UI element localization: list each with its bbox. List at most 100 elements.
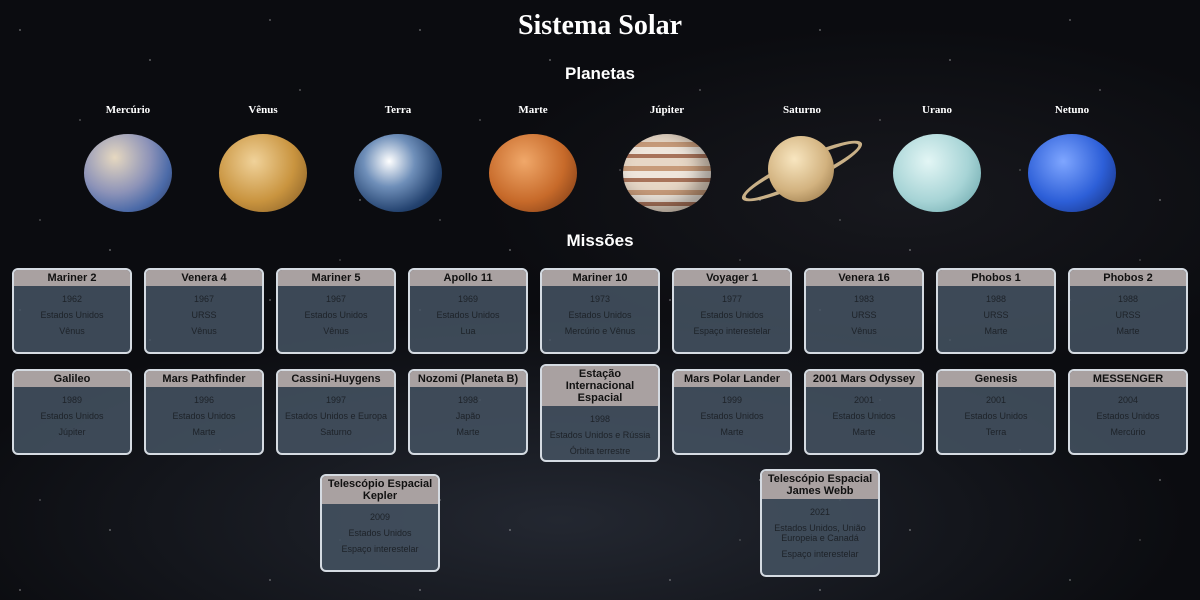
mission-year: 2021 [809,507,831,517]
mission-target: Espaço interestelar [693,326,771,336]
planet-name: Saturno [783,104,821,116]
mars-icon [489,134,577,212]
mission-card[interactable]: Genesis 2001 Estados Unidos Terra [936,369,1056,455]
mission-name: MESSENGER [1070,371,1186,387]
planet-neptune[interactable]: Netuno [1012,104,1132,212]
mission-country: Japão [455,411,481,421]
mission-name: Venera 16 [806,270,922,286]
mission-card[interactable]: Telescópio Espacial James Webb 2021 Esta… [760,469,880,577]
mission-country: Estados Unidos [304,310,368,320]
uranus-icon [893,134,981,212]
mission-name: Mariner 10 [542,270,658,286]
jupiter-icon [623,134,711,212]
mission-country: Estados Unidos [40,411,104,421]
mission-year: 1988 [985,294,1007,304]
planet-name: Vênus [248,104,278,116]
mission-card[interactable]: 2001 Mars Odyssey 2001 Estados Unidos Ma… [804,369,924,455]
mission-card[interactable]: Mars Pathfinder 1996 Estados Unidos Mart… [144,369,264,455]
mission-target: Saturno [320,427,352,437]
mission-name: Telescópio Espacial James Webb [762,471,878,499]
mission-year: 1983 [853,294,875,304]
mission-year: 2009 [369,512,391,522]
missions-heading: Missões [566,231,634,250]
mission-country: URSS [983,310,1009,320]
mission-card[interactable]: Cassini-Huygens 1997 Estados Unidos e Eu… [276,369,396,455]
mission-target: Mercúrio [1110,427,1146,437]
mission-target: Espaço interestelar [341,544,419,554]
planet-mercury[interactable]: Mercúrio [68,104,188,212]
mission-year: 1997 [325,395,347,405]
mission-target: Marte [192,427,216,437]
mission-card[interactable]: Estação Internacional Espacial 1998 Esta… [540,364,660,462]
planet-uranus[interactable]: Urano [877,104,997,212]
mission-country: Estados Unidos e Europa [284,411,388,421]
mission-name: Nozomi (Planeta B) [410,371,526,387]
planet-venus[interactable]: Vênus [203,104,323,212]
mission-card[interactable]: Mariner 5 1967 Estados Unidos Vênus [276,268,396,354]
mission-card[interactable]: Venera 4 1967 URSS Vênus [144,268,264,354]
mission-name: Telescópio Espacial Kepler [322,476,438,504]
mission-name: Phobos 1 [938,270,1054,286]
mission-country: URSS [1115,310,1141,320]
mission-card[interactable]: Voyager 1 1977 Estados Unidos Espaço int… [672,268,792,354]
planet-mars[interactable]: Marte [473,104,593,212]
mission-card[interactable]: Mariner 10 1973 Estados Unidos Mercúrio … [540,268,660,354]
mission-card[interactable]: Phobos 1 1988 URSS Marte [936,268,1056,354]
mission-target: Marte [456,427,480,437]
mission-country: Estados Unidos [172,411,236,421]
mission-country: Estados Unidos [832,411,896,421]
mission-card[interactable]: Venera 16 1983 URSS Vênus [804,268,924,354]
mission-target: Marte [852,427,876,437]
mission-name: Voyager 1 [674,270,790,286]
mercury-icon [84,134,172,212]
mission-country: Estados Unidos [568,310,632,320]
mission-country: URSS [851,310,877,320]
mission-name: Mariner 2 [14,270,130,286]
planets-heading: Planetas [565,64,635,83]
mission-target: Órbita terrestre [569,446,631,456]
mission-year: 1967 [193,294,215,304]
mission-card[interactable]: Nozomi (Planeta B) 1998 Japão Marte [408,369,528,455]
mission-card[interactable]: Apollo 11 1969 Estados Unidos Lua [408,268,528,354]
mission-name: 2001 Mars Odyssey [806,371,922,387]
mission-name: Mars Polar Lander [674,371,790,387]
earth-icon [354,134,442,212]
mission-year: 2001 [985,395,1007,405]
mission-card[interactable]: Phobos 2 1988 URSS Marte [1068,268,1188,354]
mission-name: Mars Pathfinder [146,371,262,387]
planet-name: Netuno [1054,104,1090,116]
mission-year: 1996 [193,395,215,405]
planet-earth[interactable]: Terra [338,104,458,212]
planet-name: Marte [518,104,548,116]
page-title: Sistema Solar [517,10,683,41]
mission-target: Marte [984,326,1008,336]
mission-card[interactable]: Mariner 2 1962 Estados Unidos Vênus [12,268,132,354]
mission-target: Marte [1116,326,1140,336]
mission-target: Júpiter [58,427,86,437]
mission-country: URSS [191,310,217,320]
mission-target: Vênus [59,326,85,336]
mission-country: Estados Unidos e Rússia [549,430,651,440]
planet-name: Urano [922,104,952,116]
planet-jupiter[interactable]: Júpiter [607,104,727,212]
saturn-icon [732,126,872,216]
mission-year: 1998 [457,395,479,405]
mission-card[interactable]: Mars Polar Lander 1999 Estados Unidos Ma… [672,369,792,455]
mission-target: Mercúrio e Vênus [564,326,636,336]
mission-country: Estados Unidos [436,310,500,320]
mission-target: Espaço interestelar [781,549,859,559]
neptune-icon [1028,134,1116,212]
mission-name: Cassini-Huygens [278,371,394,387]
mission-name: Phobos 2 [1070,270,1186,286]
mission-target: Vênus [851,326,877,336]
mission-year: 2001 [853,395,875,405]
mission-card[interactable]: Telescópio Espacial Kepler 2009 Estados … [320,474,440,572]
mission-name: Venera 4 [146,270,262,286]
planet-name: Mercúrio [105,104,151,116]
mission-card[interactable]: MESSENGER 2004 Estados Unidos Mercúrio [1068,369,1188,455]
mission-country: Estados Unidos, União Europeia e Canadá [774,523,866,543]
planet-name: Terra [384,104,412,116]
planet-saturn[interactable]: Saturno [732,104,872,216]
mission-card[interactable]: Galileo 1989 Estados Unidos Júpiter [12,369,132,455]
mission-country: Estados Unidos [700,411,764,421]
